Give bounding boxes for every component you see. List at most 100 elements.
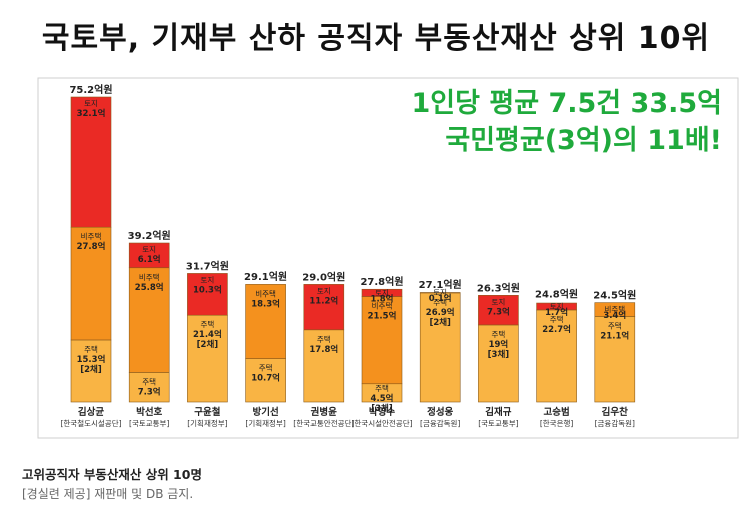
segment-value-label: 4.5억 (371, 393, 394, 404)
category-name-label: 김재규 (485, 406, 511, 418)
segment-value-label: 19억 (489, 339, 509, 350)
segment-name-label: 주택 (433, 297, 447, 307)
segment-name-label: 토지 (84, 99, 98, 108)
segment-name-label: 비주택 (81, 231, 102, 241)
segment-value-label: 21.1억 (600, 330, 629, 341)
segment-note-label: [2채] (429, 317, 451, 328)
bar-segment-주택 (536, 309, 577, 403)
segment-value-label: 18.3억 (251, 298, 280, 309)
category-name-label: 김상균 (78, 406, 104, 418)
segment-name-label: 비주택 (139, 272, 160, 282)
category-org-label: [한국은행] (540, 418, 574, 428)
segment-note-label: [2채] (80, 364, 102, 375)
segment-name-label: 주택 (200, 319, 214, 329)
bars-layer: 주택15.3억[2채]비주택27.8억토지32.1억75.2억원김상균[한국철도… (60, 83, 636, 428)
bar-segment-토지 (478, 295, 519, 326)
bar-segment-주택 (419, 292, 461, 403)
category-name-label: 정성웅 (427, 406, 453, 418)
bar-segment-토지 (536, 302, 577, 311)
category-name-label: 권병윤 (311, 406, 337, 418)
segment-name-label: 토지 (317, 286, 331, 295)
segment-value-label: 3.4억 (603, 310, 626, 321)
segment-value-label: 26.9억 (426, 307, 455, 318)
segment-value-label: 7.3억 (138, 386, 161, 397)
segment-value-label: 7.3억 (487, 306, 510, 317)
segment-value-label: 11.2억 (309, 295, 338, 306)
segment-name-label: 주택 (317, 334, 331, 344)
bar-segment-주택 (245, 358, 286, 403)
segment-name-label: 주택 (142, 376, 156, 386)
bar-total-label: 24.5억원 (593, 289, 636, 302)
segment-name-label: 비주택 (255, 288, 276, 298)
chart-figure: 국토부, 기재부 산하 공직자 부동산재산 상위 10위 1인당 평균 7.5건… (37, 21, 739, 439)
category-org-label: [국토교통부] (129, 419, 169, 428)
segment-value-label: 17.8억 (309, 344, 338, 355)
segment-name-label: 주택 (84, 344, 98, 354)
segment-name-label: 비주택 (372, 301, 393, 311)
bar-segment-비주택 (594, 302, 636, 317)
segment-value-label: 32.1억 (77, 108, 106, 119)
bar-total-label: 75.2억원 (69, 83, 112, 96)
callout-line-2: 국민평균(3억)의 11배! (445, 125, 722, 156)
segment-name-label: 토지 (142, 245, 156, 254)
bar-total-label: 29.0억원 (302, 270, 345, 283)
bar-segment-주택 (478, 324, 519, 403)
bar-segment-토지 (187, 273, 228, 316)
segment-name-label: 주택 (375, 383, 389, 393)
segment-value-label: 25.8억 (135, 282, 164, 293)
segment-value-label: 0.1억 (429, 293, 452, 304)
segment-name-label: 주택 (550, 314, 564, 324)
category-name-label: 박영수 (369, 406, 395, 418)
segment-value-label: 22.7억 (542, 324, 571, 335)
bar-segment-주택 (128, 372, 170, 403)
category-name-label: 고승범 (543, 406, 569, 418)
segment-value-label: 10.7억 (251, 373, 280, 384)
bar-segment-주택 (70, 339, 112, 403)
segment-name-label: 토지 (200, 275, 214, 284)
bar-total-label: 31.7억원 (186, 259, 229, 272)
segment-name-label: 주택 (608, 320, 622, 330)
segment-name-label: 토지 (550, 302, 564, 311)
segment-name-label: 토지 (433, 288, 447, 297)
category-org-label: [한국시설안전공단] (351, 418, 412, 428)
category-org-label: [한국철도시설공단] (60, 418, 121, 428)
segment-name-label: 주택 (259, 363, 273, 373)
segment-name-label: 토지 (375, 288, 389, 297)
segment-note-label: [3채] (488, 349, 510, 360)
segment-name-label: 토지 (491, 297, 505, 306)
category-org-label: [기획재정부] (187, 418, 227, 428)
chart-title: 국토부, 기재부 산하 공직자 부동산재산 상위 10위 (42, 21, 710, 56)
segment-name-label: 비주택 (604, 304, 625, 314)
bar-segment-비주택 (361, 296, 403, 385)
category-name-label: 방기선 (252, 406, 278, 418)
bar-total-label: 27.1억원 (419, 278, 462, 291)
bar-total-label: 26.3억원 (477, 281, 520, 294)
bar-total-label: 24.8억원 (535, 287, 578, 300)
bar-total-label: 27.8억원 (360, 275, 403, 288)
bar-total-label: 29.1억원 (244, 270, 287, 283)
bar-segment-주택 (303, 329, 345, 403)
segment-value-label: 1.8억 (371, 293, 394, 304)
caption-title: 고위공직자 부동산재산 상위 10명 (22, 467, 202, 482)
bar-segment-토지 (361, 288, 403, 297)
bar-segment-비주택 (245, 284, 286, 359)
segment-value-label: 6.1억 (138, 254, 161, 265)
category-org-label: [국토교통부] (478, 419, 518, 428)
category-org-label: [한국교통안전공단] (293, 418, 354, 428)
segment-note-label: [3채] (371, 403, 393, 414)
segment-value-label: 10.3억 (193, 284, 222, 295)
caption-credit: [경실련 제공] 재판매 및 DB 금지. (22, 487, 194, 501)
category-name-label: 구윤철 (194, 406, 220, 418)
category-org-label: [금융감독원] (420, 418, 460, 428)
bar-segment-토지 (70, 96, 112, 228)
segment-name-label: 주택 (491, 329, 505, 339)
bar-total-label: 39.2억원 (128, 229, 171, 242)
category-org-label: [기획재정부] (245, 418, 285, 428)
segment-value-label: 21.4억 (193, 329, 222, 340)
segment-value-label: 21.5억 (368, 311, 397, 322)
segment-value-label: 15.3억 (77, 354, 106, 365)
callout-line-1: 1인당 평균 7.5건 33.5억 (412, 88, 722, 119)
bar-segment-토지 (303, 284, 345, 331)
segment-value-label: 1.7억 (545, 307, 568, 318)
bar-segment-비주택 (128, 267, 170, 373)
